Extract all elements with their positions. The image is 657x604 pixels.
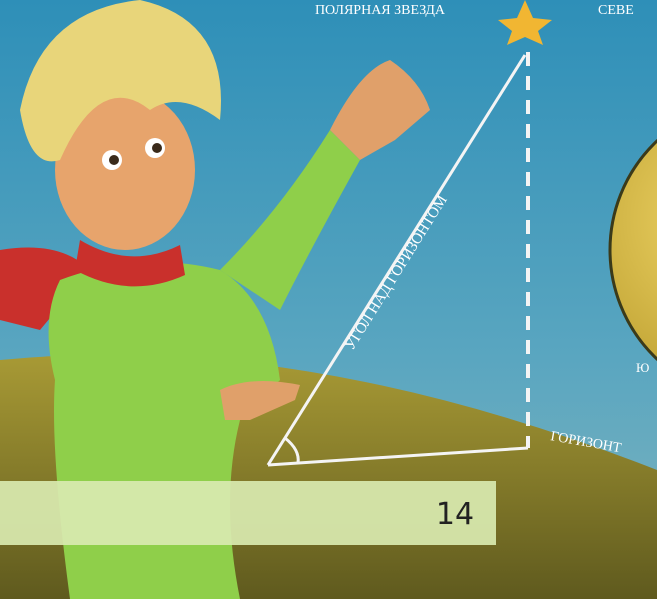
polaris-label: ПОЛЯРНАЯ ЗВЕЗДА bbox=[315, 3, 446, 18]
south-label: Ю bbox=[636, 360, 649, 375]
page-bar bbox=[0, 481, 496, 545]
illustration: ПОЛЯРНАЯ ЗВЕЗДА СЕВЕ УГОЛ НАД ГОРИЗОНТОМ… bbox=[0, 0, 657, 599]
page-number: 14 bbox=[436, 497, 474, 532]
north-label: СЕВЕ bbox=[598, 3, 634, 18]
